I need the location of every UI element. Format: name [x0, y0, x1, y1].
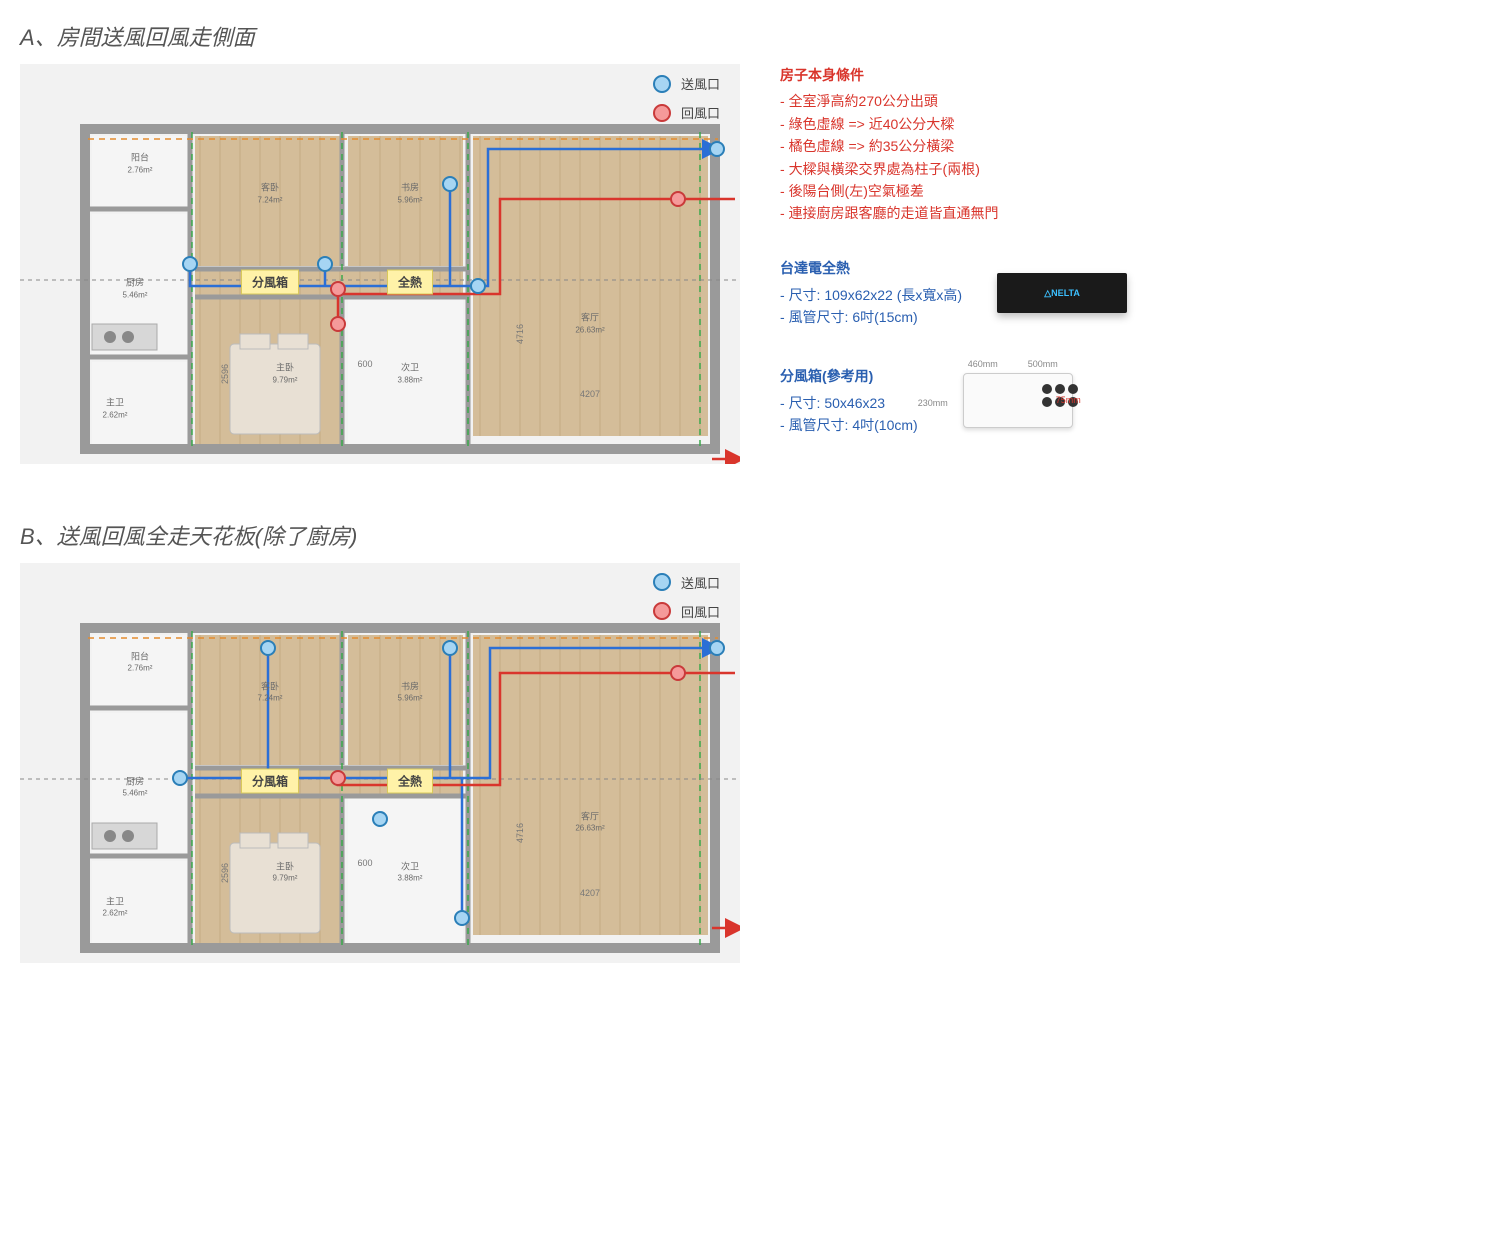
room-label-master: 主卧9.79m²: [273, 861, 298, 884]
legend-supply-label: 送風口: [681, 74, 720, 93]
dim-d4207: 4207: [580, 389, 600, 399]
return-vent: [330, 281, 346, 297]
room-label-main_bath: 主卫2.62m²: [103, 397, 128, 420]
legend-return-label: 回風口: [681, 602, 720, 621]
supply-vent: [260, 640, 276, 656]
floorplan-a-svg: [20, 64, 740, 464]
note-item: 後陽台側(左)空氣極差: [780, 180, 1210, 202]
room-label-kitchen: 厨房5.46m²: [123, 277, 148, 300]
room-label-master: 主卧9.79m²: [273, 362, 298, 385]
floorplan-a: 送風口 回風口 阳台2.76m² 客卧7.24m² 书房5.96m² 厨房5.46m²…: [20, 64, 740, 464]
legend-supply-dot: [653, 573, 671, 591]
room-label-study: 书房5.96m²: [398, 182, 423, 205]
note-item: 橘色虛線 => 約35公分橫梁: [780, 135, 1210, 157]
legend-supply-dot: [653, 75, 671, 93]
room-label-guest: 客卧7.24m²: [258, 681, 283, 704]
return-vent: [670, 665, 686, 681]
note-item: 風管尺寸: 4吋(10cm): [780, 414, 918, 436]
section-a-row: 送風口 回風口 阳台2.76m² 客卧7.24m² 书房5.96m² 厨房5.46m²…: [20, 64, 1480, 469]
conditions-list: 全室淨高約270公分出頭綠色虛線 => 近40公分大樑橘色虛線 => 約35公分…: [780, 90, 1210, 224]
supply-vent: [709, 141, 725, 157]
room-label-kitchen: 厨房5.46m²: [123, 776, 148, 799]
room-label-main_bath: 主卫2.62m²: [103, 896, 128, 919]
dim-d600: 600: [357, 858, 372, 868]
section-b-title: B、送風回風全走天花板(除了廚房): [20, 519, 1480, 551]
dim-d2596: 2596: [220, 863, 230, 883]
erv-list: 尺寸: 109x62x22 (長x寬x高)風管尺寸: 6吋(15cm): [780, 284, 962, 329]
room-label-balcony: 阳台2.76m²: [128, 651, 153, 674]
note-item: 連接廚房跟客廳的走道皆直通無門: [780, 202, 1210, 224]
dist-list: 尺寸: 50x46x23風管尺寸: 4吋(10cm): [780, 392, 918, 437]
dim-d4716: 4716: [515, 823, 525, 843]
room-label-sec_bath: 次卫3.88m²: [398, 861, 423, 884]
dim-d4716: 4716: [515, 324, 525, 344]
dist-title: 分風箱(參考用): [780, 365, 918, 387]
room-label-study: 书房5.96m²: [398, 681, 423, 704]
section-a-title: A、房間送風回風走側面: [20, 20, 1480, 52]
note-item: 綠色虛線 => 近40公分大樑: [780, 113, 1210, 135]
dist-box-label: 分風箱: [241, 270, 299, 295]
legend-supply-label: 送風口: [681, 573, 720, 592]
dist-dim-w: 460mm: [968, 357, 998, 371]
room-label-living: 客厅26.63m²: [575, 811, 604, 834]
erv-box-label: 全熱: [387, 768, 433, 793]
conditions-title: 房子本身條件: [780, 64, 1210, 86]
room-label-sec_bath: 次卫3.88m²: [398, 362, 423, 385]
supply-vent: [709, 640, 725, 656]
dist-box-label: 分風箱: [241, 768, 299, 793]
erv-product-image: [982, 253, 1142, 333]
side-notes: 房子本身條件 全室淨高約270公分出頭綠色虛線 => 近40公分大樑橘色虛線 =…: [780, 64, 1210, 469]
note-item: 尺寸: 50x46x23: [780, 392, 918, 414]
section-b-row: 送風口 回風口 阳台2.76m² 客卧7.24m² 书房5.96m² 厨房5.46m²…: [20, 563, 1480, 963]
dim-d2596: 2596: [220, 364, 230, 384]
legend-return-dot: [653, 602, 671, 620]
legend-return-label: 回風口: [681, 103, 720, 122]
erv-title: 台達電全熱: [780, 257, 962, 279]
supply-vent: [442, 176, 458, 192]
dim-d600: 600: [357, 359, 372, 369]
legend-return-dot: [653, 104, 671, 122]
room-label-living: 客厅26.63m²: [575, 312, 604, 335]
dist-dim-d: 500mm: [1028, 357, 1058, 371]
supply-vent: [454, 910, 470, 926]
note-item: 全室淨高約270公分出頭: [780, 90, 1210, 112]
legend-a: 送風口 回風口: [653, 74, 720, 132]
return-vent: [330, 316, 346, 332]
supply-vent: [317, 256, 333, 272]
floorplan-b-svg: [20, 563, 740, 963]
note-item: 尺寸: 109x62x22 (長x寬x高): [780, 284, 962, 306]
return-vent: [670, 191, 686, 207]
supply-vent: [172, 770, 188, 786]
supply-vent: [470, 278, 486, 294]
erv-box-label: 全熱: [387, 270, 433, 295]
room-label-guest: 客卧7.24m²: [258, 182, 283, 205]
note-item: 風管尺寸: 6吋(15cm): [780, 306, 962, 328]
dim-d4207: 4207: [580, 888, 600, 898]
legend-b: 送風口 回風口: [653, 573, 720, 631]
dist-dim-hole: 75mm: [1056, 393, 1081, 407]
supply-vent: [182, 256, 198, 272]
note-item: 大樑與橫梁交界處為柱子(兩根): [780, 158, 1210, 180]
dist-product-image: 460mm 500mm 230mm 75mm: [938, 361, 1098, 441]
floorplan-b: 送風口 回風口 阳台2.76m² 客卧7.24m² 书房5.96m² 厨房5.46m²…: [20, 563, 740, 963]
supply-vent: [372, 811, 388, 827]
supply-vent: [442, 640, 458, 656]
return-vent: [330, 770, 346, 786]
dist-dim-h: 230mm: [918, 396, 948, 410]
room-label-balcony: 阳台2.76m²: [128, 152, 153, 175]
